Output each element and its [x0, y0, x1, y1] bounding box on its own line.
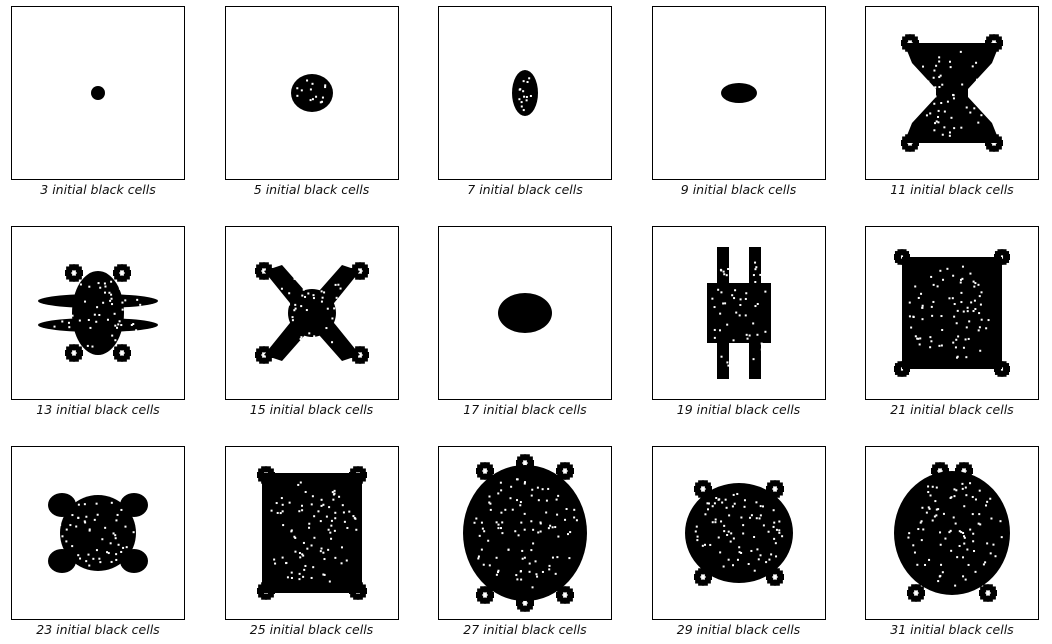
- pattern-panel: 19 initial black cells: [651, 226, 826, 417]
- pattern-panel: 7 initial black cells: [438, 6, 612, 197]
- cellular-automaton-pattern: [48, 493, 148, 573]
- pattern-caption: 31 initial black cells: [890, 622, 1014, 637]
- pattern-caption: 17 initial black cells: [463, 402, 587, 417]
- pattern-caption: 27 initial black cells: [463, 622, 587, 637]
- pattern-caption: 5 initial black cells: [253, 182, 370, 197]
- cellular-automaton-pattern: [894, 462, 1010, 602]
- pattern-caption: 9 initial black cells: [680, 182, 797, 197]
- pattern-panel: 9 initial black cells: [651, 6, 826, 197]
- pattern-caption: 25 initial black cells: [249, 622, 374, 637]
- pattern-panel: 5 initial black cells: [224, 6, 399, 197]
- cellular-automaton-pattern: [463, 454, 587, 612]
- pattern-frame: [11, 6, 185, 180]
- pattern-panel: 3 initial black cells: [11, 6, 185, 197]
- pattern-panel: 29 initial black cells: [651, 446, 826, 637]
- cellular-automaton-pattern: [901, 34, 1003, 152]
- cellular-automaton-pattern: [720, 83, 757, 103]
- pattern-panel: 27 initial black cells: [438, 446, 612, 637]
- cellular-automaton-pattern: [38, 264, 158, 362]
- cellular-automaton-pattern: [254, 262, 369, 364]
- pattern-frame: [865, 6, 1039, 180]
- cellular-automaton-pattern: [498, 293, 552, 333]
- pattern-caption: 29 initial black cells: [676, 622, 801, 637]
- pattern-caption: 23 initial black cells: [36, 622, 160, 637]
- cellular-automaton-pattern: [512, 70, 538, 116]
- pattern-frame: [438, 226, 612, 400]
- pattern-caption: 15 initial black cells: [249, 402, 374, 417]
- pattern-panel: 11 initial black cells: [865, 6, 1039, 197]
- pattern-frame: [651, 6, 826, 180]
- pattern-caption: 7 initial black cells: [467, 182, 583, 197]
- pattern-grid: 3 initial black cells 5 initial black cel…: [11, 6, 1039, 637]
- pattern-frame: [224, 6, 399, 180]
- pattern-panel: 23 initial black cells: [11, 446, 185, 637]
- pattern-caption: 19 initial black cells: [676, 402, 801, 417]
- cellular-automaton-pattern: [91, 86, 105, 100]
- pattern-frame: [438, 446, 612, 620]
- pattern-panel: 17 initial black cells: [438, 226, 612, 417]
- pattern-frame: [651, 226, 826, 400]
- pattern-frame: [11, 226, 185, 400]
- cellular-automaton-pattern: [290, 74, 333, 112]
- pattern-panel: 25 initial black cells: [224, 446, 399, 637]
- pattern-caption: 21 initial black cells: [890, 402, 1014, 417]
- pattern-panel: 13 initial black cells: [11, 226, 185, 417]
- pattern-frame: [651, 446, 826, 620]
- pattern-frame: [438, 6, 612, 180]
- pattern-panel: 31 initial black cells: [865, 446, 1039, 637]
- pattern-frame: [11, 446, 185, 620]
- pattern-caption: 3 initial black cells: [40, 182, 156, 197]
- pattern-frame: [224, 226, 399, 400]
- pattern-panel: 21 initial black cells: [865, 226, 1039, 417]
- pattern-caption: 13 initial black cells: [36, 402, 160, 417]
- cellular-automaton-pattern: [684, 480, 793, 586]
- cellular-automaton-pattern: [706, 247, 771, 379]
- pattern-frame: [865, 446, 1039, 620]
- cellular-automaton-pattern: [894, 249, 1010, 377]
- pattern-frame: [865, 226, 1039, 400]
- pattern-panel: 15 initial black cells: [224, 226, 399, 417]
- cellular-automaton-pattern: [256, 466, 367, 600]
- pattern-caption: 11 initial black cells: [890, 182, 1014, 197]
- pattern-frame: [224, 446, 399, 620]
